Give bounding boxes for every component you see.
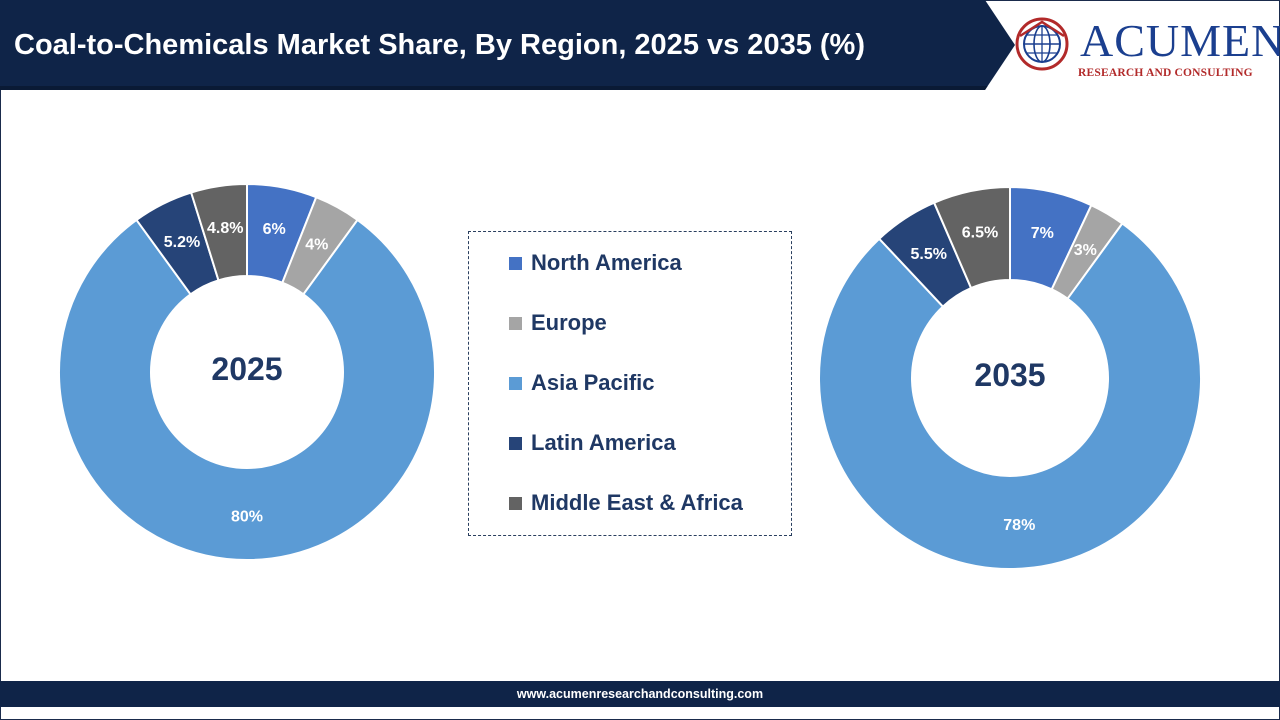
- data-label: 80%: [231, 509, 263, 526]
- legend-label: Europe: [531, 310, 607, 335]
- data-label: 6%: [263, 221, 286, 238]
- footer-url: www.acumenresearchandconsulting.com: [516, 687, 764, 701]
- donut-chart-2035: 7% 3% 78% 5.5% 6.5% 2035: [818, 185, 1202, 570]
- data-label: 4.8%: [207, 220, 243, 237]
- data-label: 7%: [1031, 225, 1054, 242]
- donut-center-label: 2035: [974, 357, 1045, 393]
- footer-bar: www.acumenresearchandconsulting.com: [0, 681, 1280, 707]
- legend-item-latin-america: Latin America: [509, 428, 676, 458]
- page-title: Coal-to-Chemicals Market Share, By Regio…: [14, 29, 865, 61]
- donut-slice-middle-east-africa: [189, 182, 248, 282]
- chart-legend: North America Europe Asia Pacific Latin …: [468, 231, 792, 536]
- legend-swatch: [509, 376, 522, 390]
- donut-slice-asia-pacific: [58, 218, 436, 561]
- globe-icon: [1015, 17, 1069, 71]
- data-label: 6.5%: [962, 225, 998, 242]
- legend-item-asia-pacific: Asia Pacific: [509, 368, 655, 398]
- legend-label: North America: [531, 250, 682, 275]
- data-label: 3%: [1074, 242, 1097, 259]
- company-logo: ACUMEN RESEARCH AND CONSULTING: [1014, 10, 1280, 84]
- legend-label: Middle East & Africa: [531, 490, 743, 515]
- data-label: 5.2%: [164, 234, 200, 251]
- legend-item-middle-east-africa: Middle East & Africa: [509, 488, 743, 518]
- logo-name: ACUMEN: [1080, 15, 1280, 66]
- donut-slice-asia-pacific: [818, 222, 1202, 570]
- legend-label: Asia Pacific: [531, 370, 655, 395]
- legend-swatch: [509, 316, 522, 330]
- donut-center-label: 2025: [211, 351, 282, 387]
- legend-label: Latin America: [531, 430, 676, 455]
- data-label: 78%: [1003, 517, 1035, 534]
- legend-item-north-america: North America: [509, 248, 682, 278]
- data-label: 4%: [305, 236, 328, 253]
- data-label: 5.5%: [911, 246, 947, 263]
- donut-chart-2025: 6% 4% 80% 5.2% 4.8% 2025: [58, 182, 436, 561]
- logo-tagline: RESEARCH AND CONSULTING: [1078, 67, 1253, 79]
- legend-item-europe: Europe: [509, 308, 607, 338]
- legend-swatch: [509, 496, 522, 510]
- title-banner: Coal-to-Chemicals Market Share, By Regio…: [0, 0, 1015, 90]
- donut-slice-middle-east-africa: [932, 185, 1011, 290]
- legend-swatch: [509, 256, 522, 270]
- legend-swatch: [509, 436, 522, 450]
